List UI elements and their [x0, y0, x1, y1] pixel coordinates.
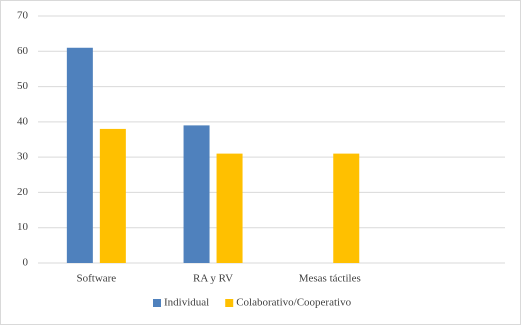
y-tick-label: 20 — [17, 186, 29, 198]
legend-swatch — [153, 299, 161, 307]
bar — [216, 153, 243, 263]
bar — [183, 125, 210, 263]
x-tick-label: Mesas táctiles — [299, 273, 361, 285]
bar — [99, 128, 126, 263]
bar — [66, 47, 93, 263]
y-tick-label: 60 — [17, 45, 29, 57]
y-tick-label: 30 — [17, 151, 29, 163]
legend-label: Individual — [164, 297, 209, 309]
y-tick-label: 70 — [17, 10, 29, 22]
legend-label: Colaborativo/Cooperativo — [236, 297, 351, 309]
x-tick-label: RA y RV — [193, 273, 233, 285]
y-tick-label: 50 — [17, 80, 29, 92]
legend-swatch — [225, 299, 234, 307]
bar — [333, 153, 360, 263]
y-tick-label: 10 — [17, 221, 29, 233]
y-tick-label: 0 — [23, 257, 29, 269]
x-tick-label: Software — [76, 273, 116, 285]
y-tick-label: 40 — [17, 115, 29, 127]
